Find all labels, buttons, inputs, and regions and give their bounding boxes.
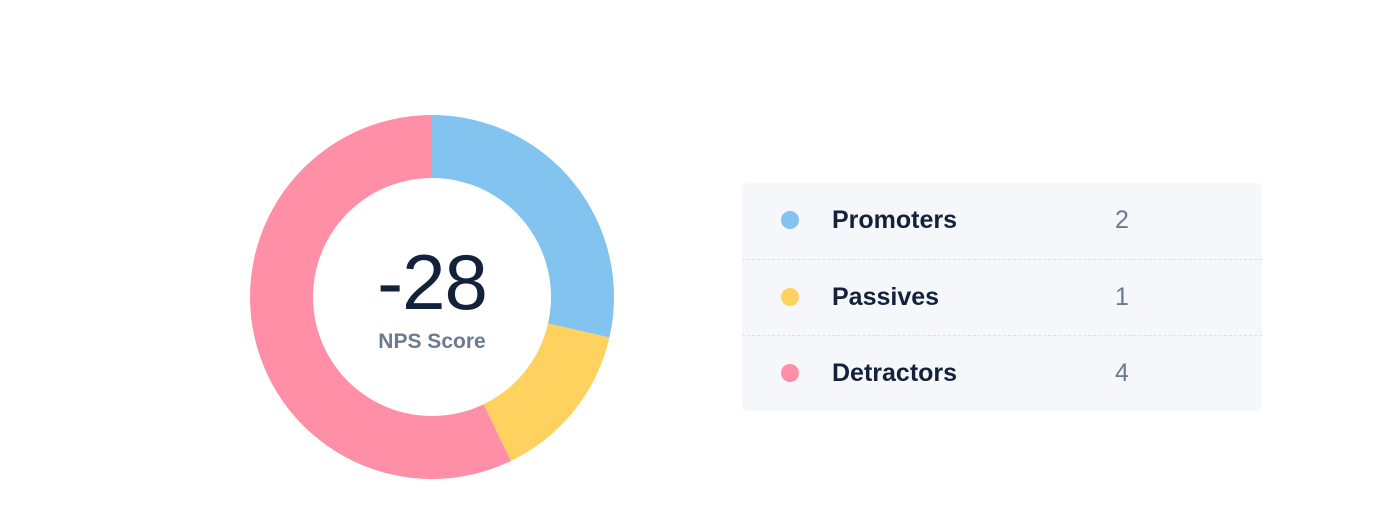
- detractors-color-dot: [781, 364, 799, 382]
- legend-value-passives: 1: [1115, 283, 1129, 311]
- legend-value-promoters: 2: [1115, 206, 1129, 234]
- legend-row-detractors: Detractors 4: [742, 335, 1262, 411]
- legend-label-detractors: Detractors: [832, 359, 958, 387]
- legend: Promoters 2 Passives 1 Detractors 4: [742, 183, 1262, 411]
- nps-score-value: -28: [377, 238, 488, 326]
- donut-chart: [250, 115, 614, 479]
- legend-label-promoters: Promoters: [832, 206, 958, 234]
- passives-color-dot: [781, 288, 799, 306]
- donut-slice-passives: [483, 323, 610, 461]
- donut-slice-detractors: [250, 115, 511, 479]
- legend-row-promoters: Promoters 2: [742, 183, 1262, 259]
- legend-value-detractors: 4: [1115, 359, 1129, 387]
- promoters-color-dot: [781, 211, 799, 229]
- legend-label-passives: Passives: [832, 283, 940, 311]
- nps-score-label: NPS Score: [378, 330, 486, 353]
- legend-row-passives: Passives 1: [742, 259, 1262, 335]
- donut-slice-promoters: [432, 115, 614, 338]
